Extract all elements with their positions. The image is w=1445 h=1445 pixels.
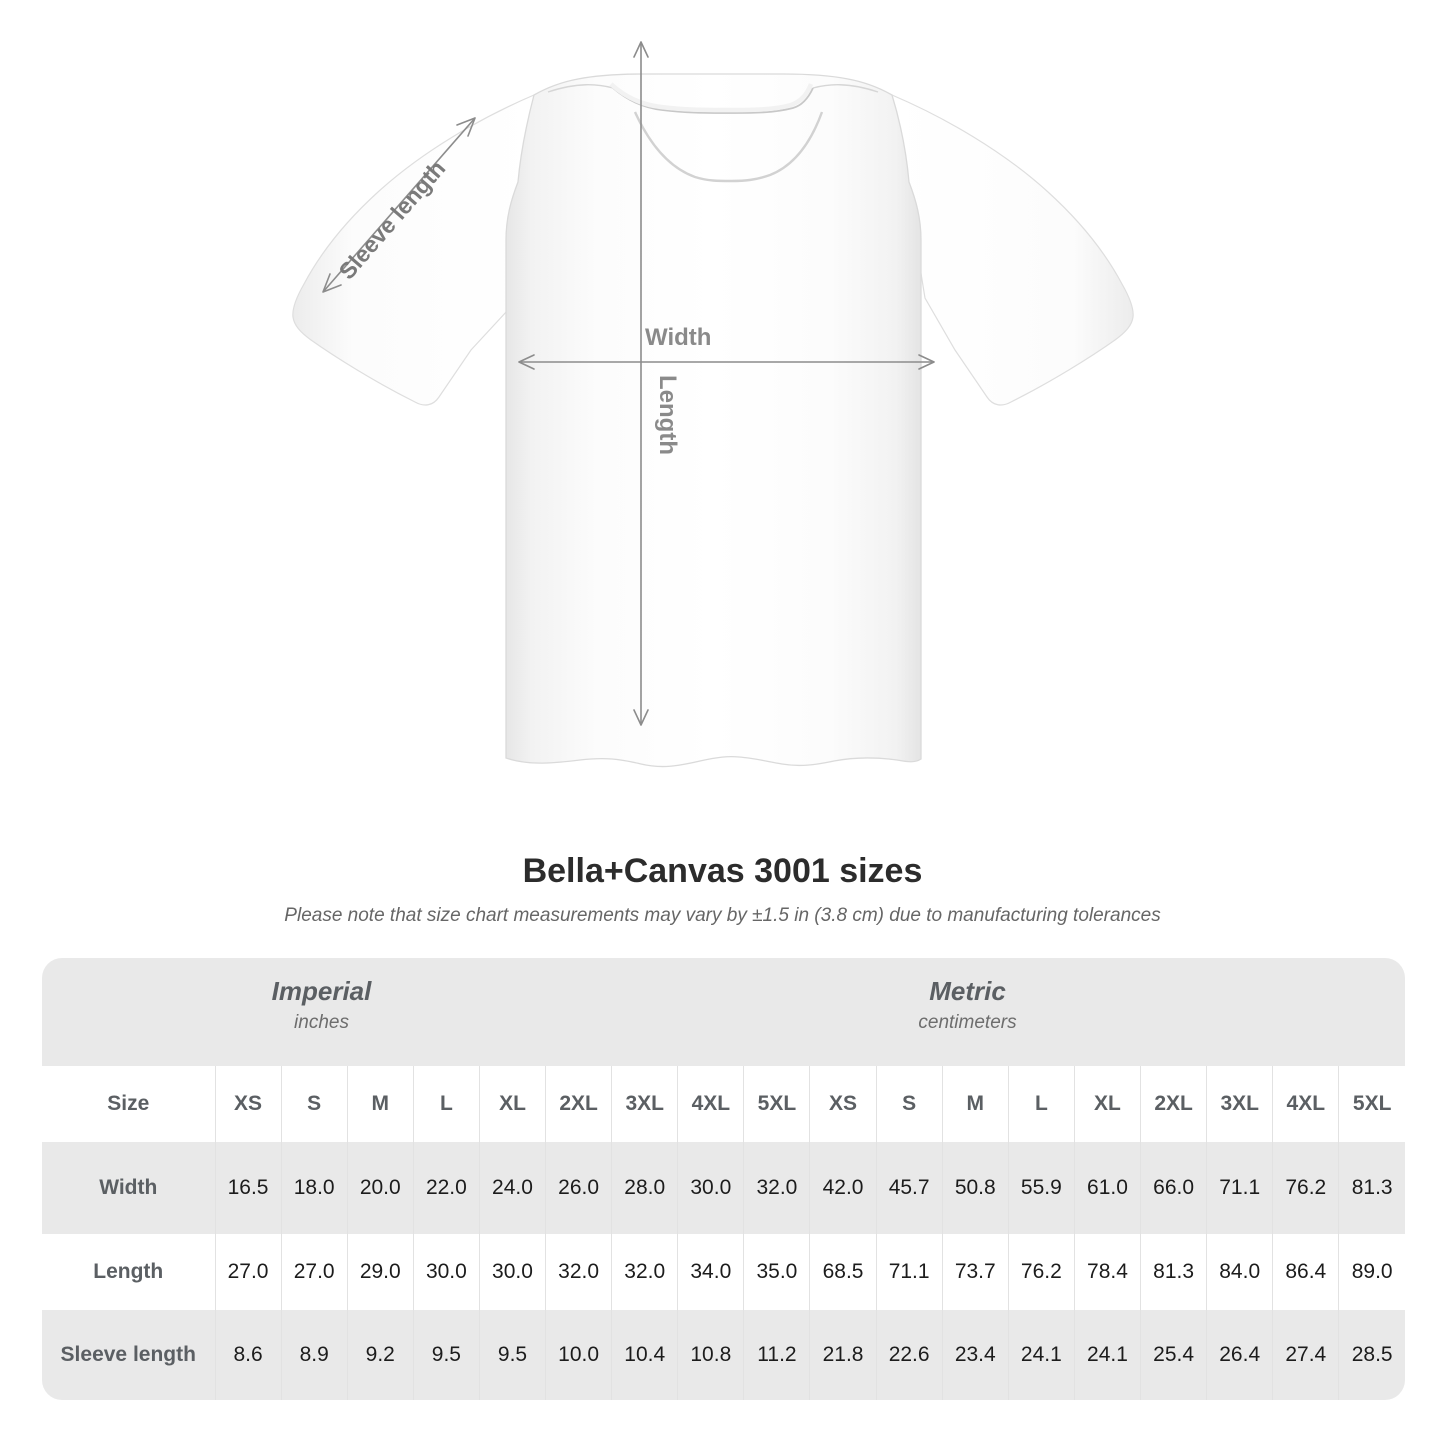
svg-text:Length: Length [654, 375, 681, 455]
svg-text:Width: Width [645, 324, 711, 351]
